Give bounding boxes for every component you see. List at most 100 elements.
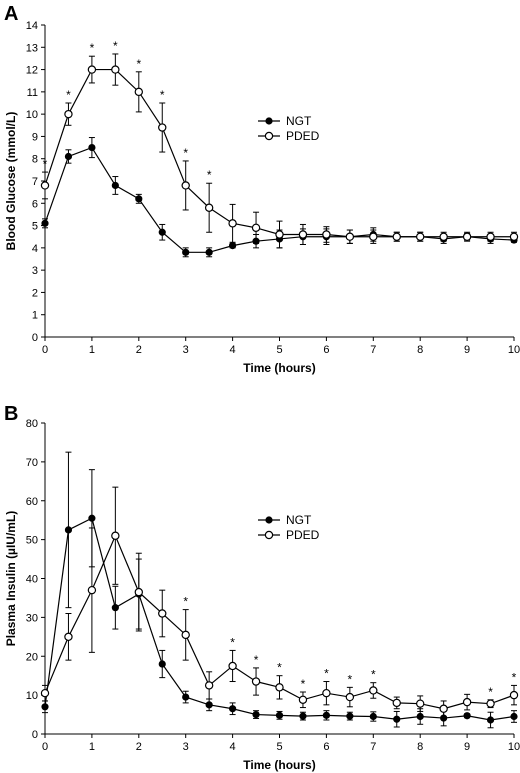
- data-point: [87, 585, 97, 595]
- legend-item-pded: PDED: [258, 129, 320, 143]
- data-point: [392, 698, 401, 708]
- data-point: [369, 686, 378, 695]
- legend-label: PDED: [286, 129, 320, 143]
- legend-marker: [265, 516, 273, 524]
- y-tick-label: 30: [26, 612, 38, 624]
- data-point: [345, 232, 355, 241]
- data-point: [111, 531, 120, 540]
- data-point: [275, 683, 284, 692]
- legend-marker: [264, 131, 274, 141]
- y-tick-label: 1: [32, 310, 38, 322]
- y-tick-label: 13: [26, 42, 38, 54]
- data-point: [135, 195, 143, 203]
- data-point: [275, 230, 284, 239]
- data-point: [416, 699, 425, 708]
- x-tick-label: 2: [136, 344, 142, 356]
- data-point: [486, 699, 495, 708]
- data-point: [64, 632, 73, 642]
- data-point: [462, 232, 472, 241]
- x-tick-label: 10: [508, 741, 520, 753]
- x-tick-label: 6: [323, 344, 329, 356]
- legend-item-ngt: NGT: [258, 114, 312, 128]
- data-point: [158, 660, 166, 668]
- data-point: [88, 514, 96, 522]
- panel-letter: A: [4, 3, 18, 25]
- data-point: [204, 203, 214, 212]
- series-line: [44, 68, 514, 238]
- x-tick-label: 2: [136, 741, 142, 753]
- data-point: [64, 526, 73, 534]
- data-point: [439, 704, 448, 713]
- data-point: [345, 692, 355, 702]
- data-point: [251, 223, 261, 232]
- data-point: [204, 681, 214, 690]
- y-tick-label: 4: [32, 243, 38, 255]
- y-tick-label: 0: [32, 729, 38, 741]
- data-point: [322, 230, 331, 239]
- data-point: [64, 109, 73, 119]
- data-point: [111, 65, 120, 74]
- y-tick-label: 12: [26, 65, 38, 77]
- significance-star: *: [348, 672, 353, 686]
- y-tick-label: 8: [32, 154, 38, 166]
- x-tick-label: 1: [89, 344, 95, 356]
- significance-star: *: [66, 88, 71, 102]
- significance-star: *: [277, 661, 282, 675]
- significance-star: *: [230, 635, 235, 649]
- data-point: [275, 711, 284, 719]
- x-tick-label: 9: [464, 741, 470, 753]
- x-axis-title: Time (hours): [243, 758, 315, 772]
- data-point: [510, 712, 518, 721]
- y-tick-label: 40: [26, 574, 38, 586]
- x-tick-label: 5: [276, 741, 282, 753]
- data-point: [134, 587, 143, 597]
- data-point: [251, 677, 261, 686]
- series-ngt: [41, 451, 518, 729]
- y-tick-label: 11: [27, 87, 38, 99]
- data-point: [40, 688, 50, 698]
- x-tick-label: 8: [417, 741, 423, 753]
- x-tick-label: 4: [230, 344, 236, 356]
- y-tick-label: 5: [32, 221, 38, 233]
- legend-item-ngt: NGT: [258, 513, 312, 527]
- data-point: [322, 711, 330, 719]
- significance-star: *: [183, 595, 188, 609]
- data-point: [346, 712, 354, 720]
- series-pded: [40, 486, 519, 718]
- data-point: [416, 712, 424, 721]
- y-tick-label: 7: [32, 176, 38, 188]
- data-point: [229, 242, 237, 250]
- x-tick-label: 10: [508, 344, 520, 356]
- y-tick-label: 14: [26, 20, 38, 32]
- significance-star: *: [43, 157, 48, 171]
- data-point: [87, 65, 97, 74]
- significance-star: *: [136, 57, 141, 71]
- y-tick-label: 70: [26, 457, 38, 469]
- data-point: [158, 123, 167, 132]
- data-point: [369, 712, 377, 721]
- data-point: [158, 609, 167, 618]
- data-point: [486, 232, 495, 241]
- significance-star: *: [301, 677, 306, 691]
- y-tick-label: 0: [32, 332, 38, 344]
- data-point: [41, 703, 49, 711]
- x-tick-label: 5: [276, 344, 282, 356]
- y-tick-label: 6: [32, 198, 38, 210]
- y-tick-label: 80: [26, 418, 38, 430]
- x-axis-title: Time (hours): [243, 361, 315, 375]
- significance-star: *: [113, 39, 118, 53]
- data-point: [229, 705, 237, 713]
- significance-star: *: [324, 667, 329, 681]
- x-tick-label: 7: [370, 741, 376, 753]
- y-tick-label: 3: [32, 265, 38, 277]
- data-point: [486, 716, 495, 724]
- panel-letter: B: [4, 403, 18, 425]
- legend-label: NGT: [286, 114, 312, 128]
- x-tick-label: 3: [183, 741, 189, 753]
- data-point: [369, 232, 378, 241]
- data-point: [40, 181, 50, 190]
- x-tick-label: 6: [323, 741, 329, 753]
- legend-label: PDED: [286, 528, 320, 542]
- y-axis-title: Blood Glucose (mmol/L): [4, 112, 18, 251]
